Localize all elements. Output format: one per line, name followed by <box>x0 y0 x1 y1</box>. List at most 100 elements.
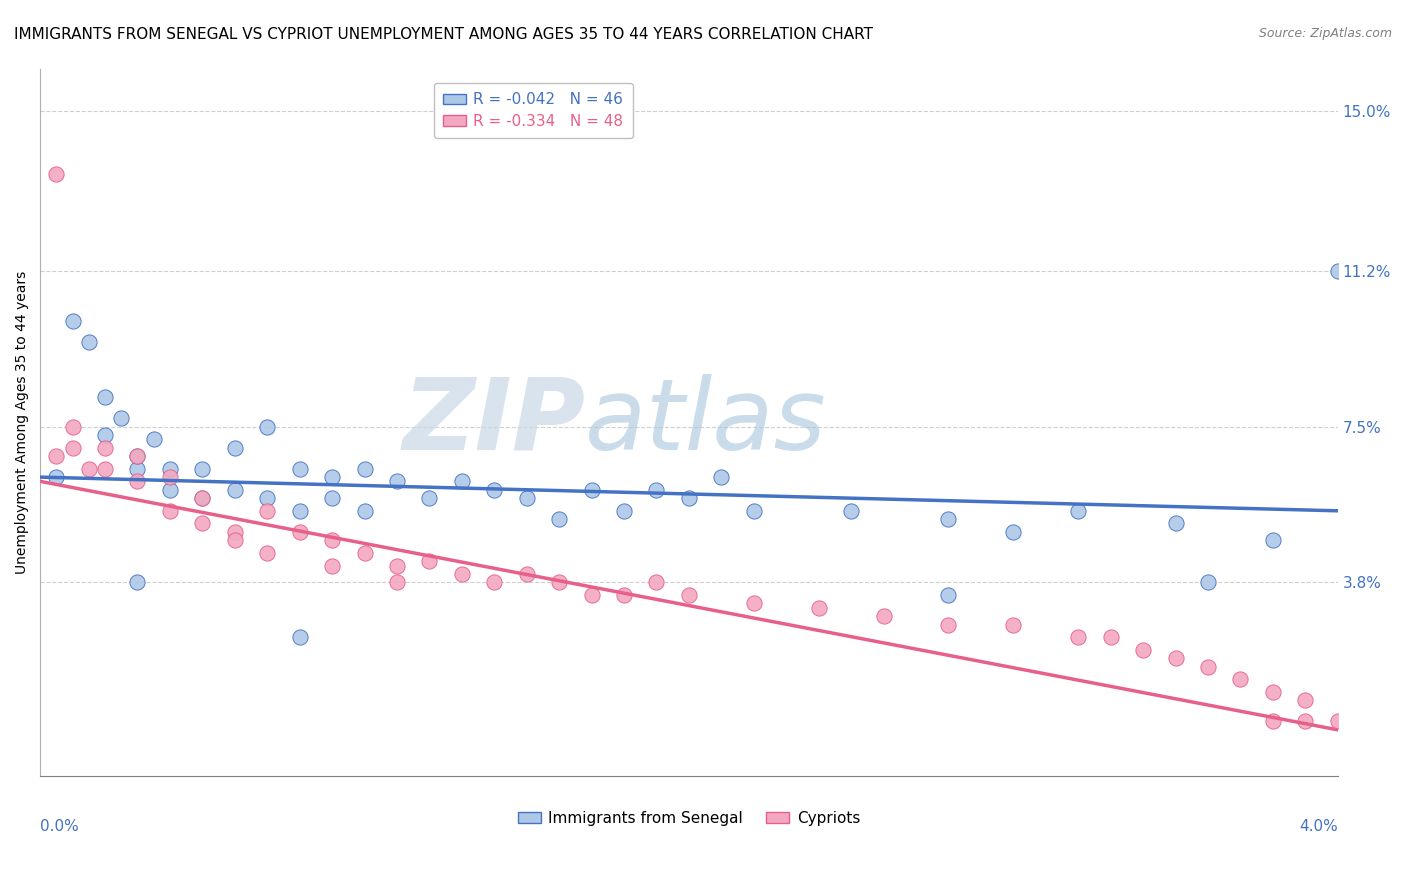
Point <box>678 588 700 602</box>
Point <box>110 411 132 425</box>
Point <box>256 546 278 560</box>
Point <box>62 419 84 434</box>
Point <box>872 609 894 624</box>
Point <box>224 441 246 455</box>
Point <box>484 575 506 590</box>
Point <box>288 461 311 475</box>
Point <box>159 470 181 484</box>
Point <box>288 524 311 539</box>
Point <box>645 483 668 497</box>
Point <box>321 533 343 548</box>
Point <box>581 483 603 497</box>
Point <box>127 475 149 489</box>
Point <box>321 470 343 484</box>
Point <box>1002 524 1025 539</box>
Point <box>62 314 84 328</box>
Point <box>1261 714 1284 729</box>
Point <box>1002 617 1025 632</box>
Point <box>548 575 571 590</box>
Point <box>385 575 408 590</box>
Point <box>77 335 100 350</box>
Point <box>807 600 830 615</box>
Point <box>321 491 343 505</box>
Point <box>127 575 149 590</box>
Point <box>1132 642 1154 657</box>
Point <box>256 504 278 518</box>
Point <box>94 390 117 404</box>
Point <box>191 461 214 475</box>
Point <box>742 597 765 611</box>
Point <box>1067 504 1090 518</box>
Point <box>581 588 603 602</box>
Point <box>450 566 472 581</box>
Point <box>1197 575 1219 590</box>
Point <box>45 470 67 484</box>
Point <box>1294 693 1316 707</box>
Point <box>159 483 181 497</box>
Point <box>710 470 733 484</box>
Point <box>678 491 700 505</box>
Point <box>224 533 246 548</box>
Point <box>1164 651 1187 665</box>
Point <box>94 461 117 475</box>
Point <box>548 512 571 526</box>
Point <box>142 432 165 446</box>
Point <box>45 167 67 181</box>
Point <box>256 491 278 505</box>
Point <box>1197 659 1219 673</box>
Point <box>353 546 375 560</box>
Point <box>288 504 311 518</box>
Point <box>1326 263 1348 277</box>
Point <box>1294 714 1316 729</box>
Point <box>94 428 117 442</box>
Point <box>1261 533 1284 548</box>
Text: Source: ZipAtlas.com: Source: ZipAtlas.com <box>1258 27 1392 40</box>
Point <box>484 483 506 497</box>
Point <box>94 441 117 455</box>
Point <box>418 554 440 568</box>
Legend: Immigrants from Senegal, Cypriots: Immigrants from Senegal, Cypriots <box>512 805 866 832</box>
Text: atlas: atlas <box>585 374 827 471</box>
Point <box>321 558 343 573</box>
Point <box>938 617 960 632</box>
Point <box>516 566 538 581</box>
Point <box>450 475 472 489</box>
Text: 0.0%: 0.0% <box>41 819 79 834</box>
Y-axis label: Unemployment Among Ages 35 to 44 years: Unemployment Among Ages 35 to 44 years <box>15 271 30 574</box>
Point <box>353 504 375 518</box>
Point <box>224 483 246 497</box>
Point <box>613 504 636 518</box>
Text: 4.0%: 4.0% <box>1299 819 1337 834</box>
Point <box>159 504 181 518</box>
Point <box>256 419 278 434</box>
Point <box>938 512 960 526</box>
Point <box>191 491 214 505</box>
Point <box>191 516 214 531</box>
Point <box>288 630 311 644</box>
Point <box>742 504 765 518</box>
Point <box>385 558 408 573</box>
Point <box>516 491 538 505</box>
Point <box>191 491 214 505</box>
Text: ZIP: ZIP <box>402 374 585 471</box>
Point <box>1261 685 1284 699</box>
Point <box>1164 516 1187 531</box>
Point <box>938 588 960 602</box>
Point <box>159 461 181 475</box>
Point <box>127 461 149 475</box>
Point <box>1229 673 1251 687</box>
Point <box>45 449 67 463</box>
Point <box>62 441 84 455</box>
Text: IMMIGRANTS FROM SENEGAL VS CYPRIOT UNEMPLOYMENT AMONG AGES 35 TO 44 YEARS CORREL: IMMIGRANTS FROM SENEGAL VS CYPRIOT UNEMP… <box>14 27 873 42</box>
Point <box>127 449 149 463</box>
Point <box>1067 630 1090 644</box>
Point <box>353 461 375 475</box>
Point <box>127 449 149 463</box>
Point <box>77 461 100 475</box>
Point <box>645 575 668 590</box>
Point <box>839 504 862 518</box>
Point <box>418 491 440 505</box>
Point <box>1326 714 1348 729</box>
Point <box>224 524 246 539</box>
Point <box>1099 630 1122 644</box>
